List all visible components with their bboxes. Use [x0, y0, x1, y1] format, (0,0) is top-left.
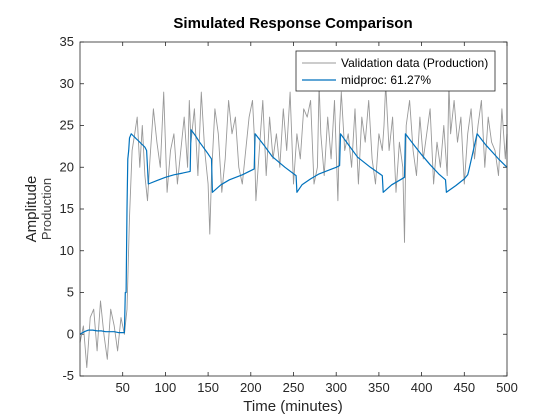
x-tick-label: 250 — [283, 380, 305, 395]
x-axis-label: Time (minutes) — [243, 398, 342, 415]
y-tick-label: 0 — [67, 326, 74, 341]
y-axis-ticks: -5 0 5 10 15 20 25 30 35 — [60, 34, 507, 383]
y-tick-label: 5 — [67, 285, 74, 300]
x-tick-label: 150 — [197, 380, 219, 395]
x-tick-label: 350 — [368, 380, 390, 395]
x-tick-label: 100 — [155, 380, 177, 395]
series-layer — [79, 83, 508, 369]
y-tick-label: 20 — [60, 159, 74, 174]
x-tick-label: 400 — [411, 380, 433, 395]
y-axis-sublabel: Production — [39, 178, 54, 240]
y-tick-label: 25 — [60, 118, 74, 133]
x-tick-label: 300 — [325, 380, 347, 395]
y-tick-label: -5 — [62, 368, 74, 383]
x-axis-ticks: 50 100 150 200 250 300 350 400 450 500 — [115, 42, 518, 395]
x-tick-label: 450 — [453, 380, 475, 395]
y-tick-label: 30 — [60, 76, 74, 91]
legend-box — [295, 50, 496, 92]
legend: Validation data (Production) midproc: 61… — [295, 50, 496, 92]
x-tick-label: 50 — [115, 380, 129, 395]
legend-label-midproc: midproc: 61.27% — [341, 73, 431, 87]
y-tick-label: 10 — [60, 243, 74, 258]
x-tick-label: 200 — [240, 380, 262, 395]
plot-background — [80, 42, 507, 376]
x-tick-label: 500 — [496, 380, 518, 395]
y-tick-label: 35 — [60, 34, 74, 49]
chart-title: Simulated Response Comparison — [173, 15, 412, 32]
y-tick-label: 15 — [60, 201, 74, 216]
y-axis-label: Amplitude — [23, 176, 40, 243]
plot-area — [80, 42, 507, 376]
series-midproc-line — [79, 129, 508, 335]
legend-label-validation: Validation data (Production) — [341, 56, 488, 70]
plot-border — [79, 41, 508, 377]
